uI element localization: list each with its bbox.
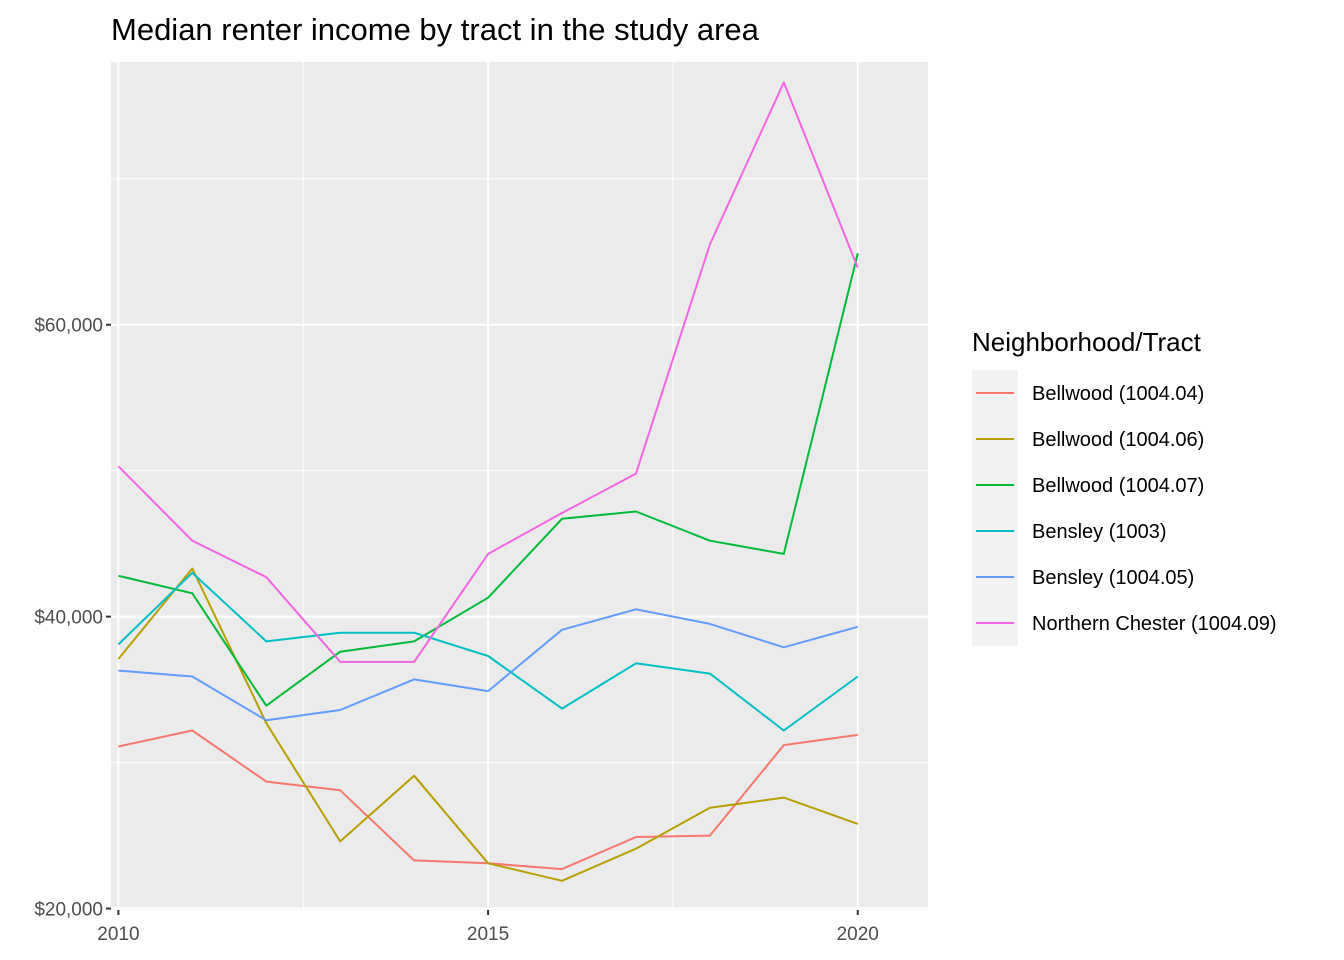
legend-label: Bellwood (1004.04) bbox=[1032, 383, 1204, 405]
minor-gridlines bbox=[111, 62, 928, 910]
legend-label: Bensley (1004.05) bbox=[1032, 567, 1194, 589]
x-tick-label: 2010 bbox=[97, 924, 139, 945]
x-tick-label: 2020 bbox=[837, 924, 879, 945]
legend-label: Bellwood (1004.07) bbox=[1032, 475, 1204, 497]
legend-label: Bellwood (1004.06) bbox=[1032, 429, 1204, 451]
x-tick-label: 2015 bbox=[467, 924, 509, 945]
series-line-bellwood-1004-07 bbox=[118, 252, 859, 707]
legend-items: Bellwood (1004.04) Bellwood (1004.06) Bell… bbox=[972, 370, 1277, 646]
y-tick-label: $20,000 bbox=[34, 900, 103, 921]
series-lines bbox=[117, 81, 859, 882]
y-tick-label: $60,000 bbox=[34, 316, 103, 337]
y-tick-label: $40,000 bbox=[34, 608, 103, 629]
chart-title: Median renter income by tract in the stu… bbox=[111, 12, 760, 47]
legend-label: Bensley (1003) bbox=[1032, 521, 1167, 543]
plot-panel bbox=[111, 62, 928, 910]
x-axis: 2010 2015 2020 bbox=[97, 910, 879, 945]
legend-title: Neighborhood/Tract bbox=[972, 327, 1202, 357]
y-axis: $20,000 $40,000 $60,000 bbox=[34, 316, 111, 921]
major-gridlines bbox=[111, 62, 928, 910]
series-line-bensley-1004-05 bbox=[118, 608, 859, 722]
legend-label: Northern Chester (1004.09) bbox=[1032, 613, 1277, 635]
series-line-northern-chester-1004-09 bbox=[117, 81, 859, 663]
legend: Neighborhood/Tract Bellwood (1004.04)Bel… bbox=[972, 327, 1277, 646]
series-line-bensley-1003 bbox=[117, 571, 859, 732]
series-line-bellwood-1004-06 bbox=[117, 567, 859, 882]
